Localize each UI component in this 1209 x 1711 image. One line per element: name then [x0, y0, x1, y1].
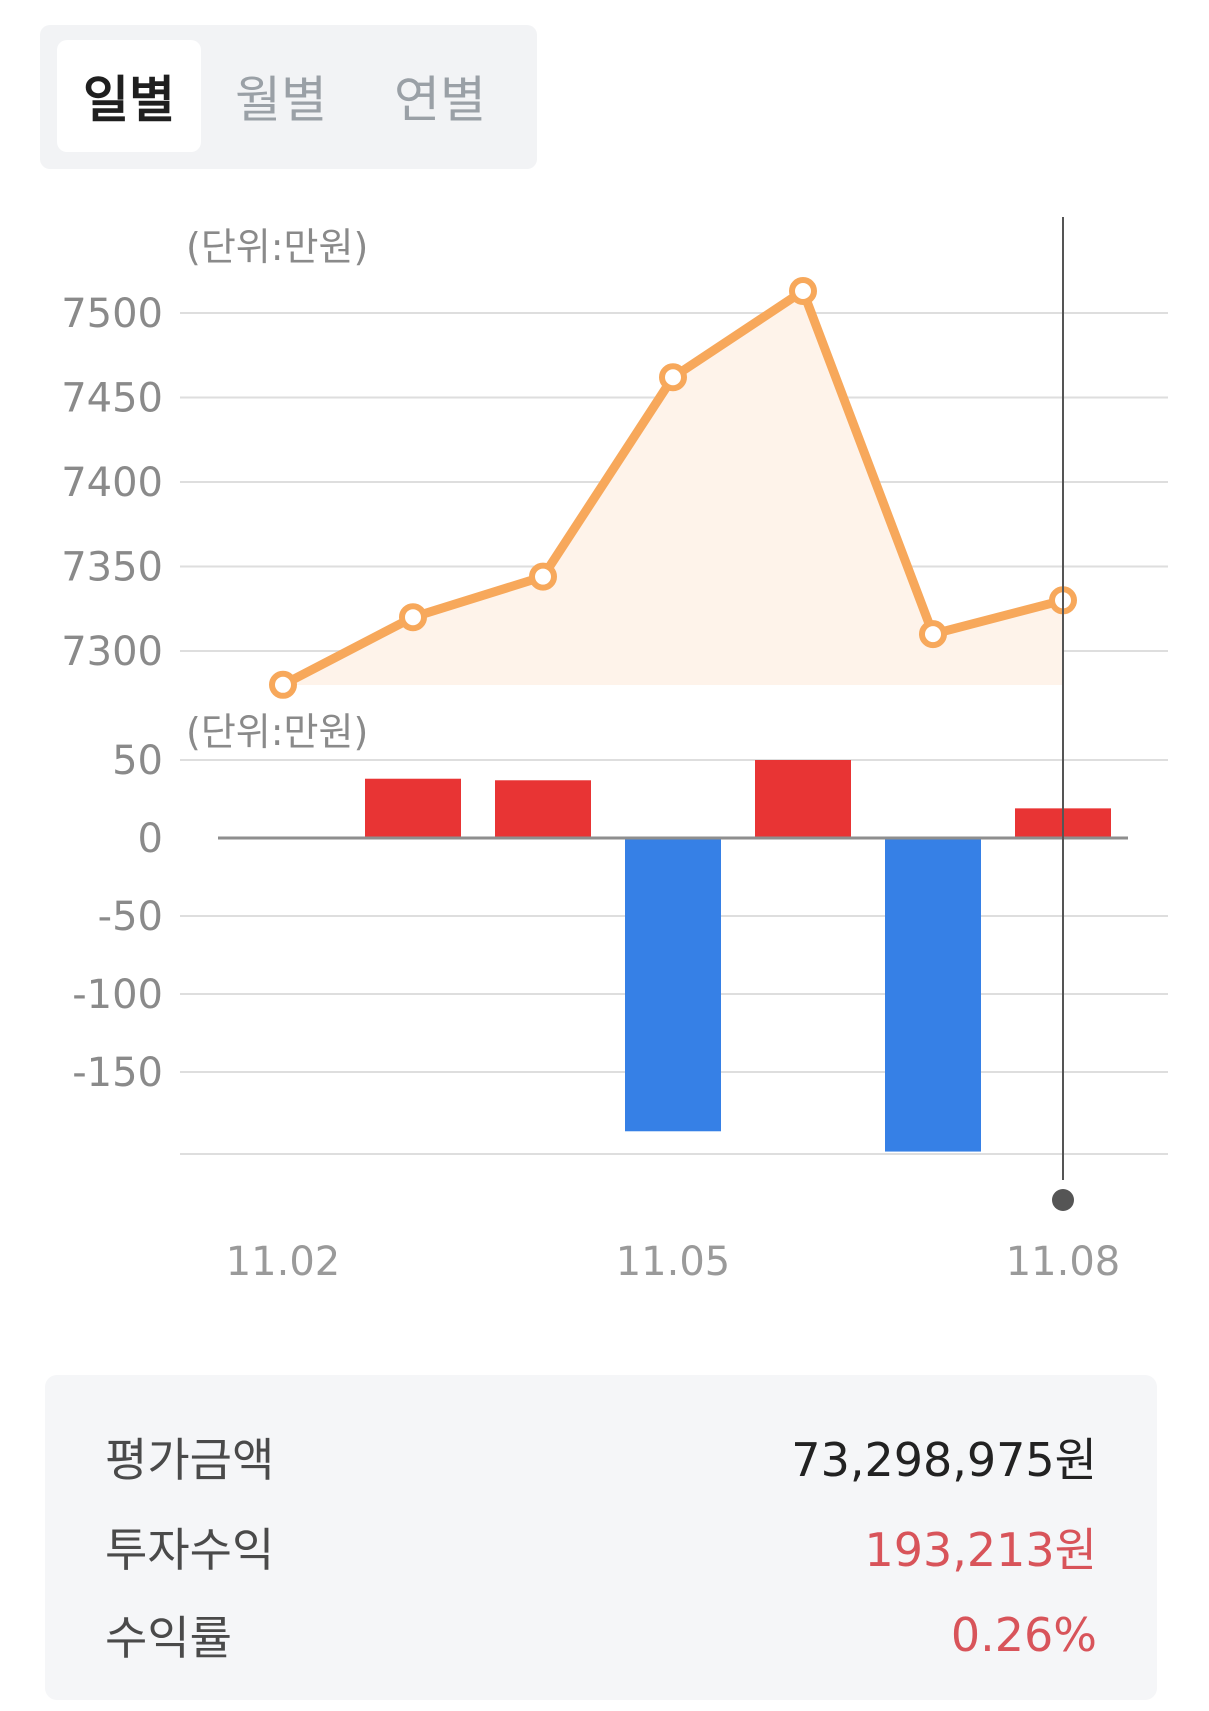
line-unit-label: (단위:만원): [186, 225, 368, 269]
summary-row-profit: 투자수익 193,213원: [105, 1512, 1097, 1582]
portfolio-chart[interactable]: (단위:만원) (단위:만원) 7500 7450 7400 7350 7300 50 0…: [0, 200, 1209, 1310]
bar: [885, 838, 981, 1152]
y-tick-label: 7400: [61, 460, 163, 506]
y-tick-label: 7450: [61, 376, 163, 422]
summary-value: 193,213원: [864, 1523, 1097, 1577]
x-axis: 11.02 11.05 11.08: [226, 1239, 1121, 1285]
line-y-axis: 7500 7450 7400 7350 7300: [61, 291, 163, 675]
bar-unit-label: (단위:만원): [186, 710, 368, 754]
summary-panel: 평가금액 73,298,975원 투자수익 193,213원 수익률 0.26%: [45, 1375, 1157, 1700]
period-tabs: 일별 월별 연별: [40, 25, 537, 169]
y-tick-label: 0: [138, 816, 163, 862]
y-tick-label: 50: [112, 738, 163, 784]
summary-row-valuation: 평가금액 73,298,975원: [105, 1422, 1097, 1492]
x-tick-label: 11.08: [1006, 1239, 1121, 1285]
line-point: [399, 603, 427, 632]
line-point: [659, 363, 687, 392]
line-point: [919, 620, 947, 649]
bar: [495, 780, 591, 838]
line-point: [529, 562, 557, 591]
summary-value: 0.26%: [950, 1608, 1097, 1662]
summary-label: 수익률: [105, 1611, 232, 1665]
tab-yearly[interactable]: 연별: [394, 71, 486, 129]
line-point: [789, 277, 817, 306]
y-tick-label: 7500: [61, 291, 163, 337]
line-point: [269, 670, 297, 699]
y-tick-label: -50: [98, 894, 163, 940]
x-tick-label: 11.05: [616, 1239, 731, 1285]
y-tick-label: 7350: [61, 545, 163, 591]
bar: [625, 838, 721, 1132]
bar-y-axis: 50 0 -50 -100 -150: [72, 738, 163, 1096]
tab-daily[interactable]: 일별: [57, 40, 201, 152]
summary-label: 투자수익: [105, 1523, 275, 1577]
line-area-fill: [283, 291, 1063, 685]
y-tick-label: -100: [72, 972, 163, 1018]
y-tick-label: 7300: [61, 629, 163, 675]
y-tick-label: -150: [72, 1050, 163, 1096]
crosshair-handle[interactable]: [1052, 1189, 1074, 1211]
x-tick-label: 11.02: [226, 1239, 341, 1285]
bar-series: [365, 760, 1111, 1152]
tab-monthly[interactable]: 월별: [235, 71, 327, 129]
summary-value: 73,298,975원: [791, 1433, 1097, 1487]
bar: [365, 778, 461, 838]
bar: [755, 760, 851, 838]
summary-label: 평가금액: [105, 1433, 275, 1487]
line-points: [269, 277, 1077, 699]
summary-row-return: 수익률 0.26%: [105, 1600, 1097, 1670]
